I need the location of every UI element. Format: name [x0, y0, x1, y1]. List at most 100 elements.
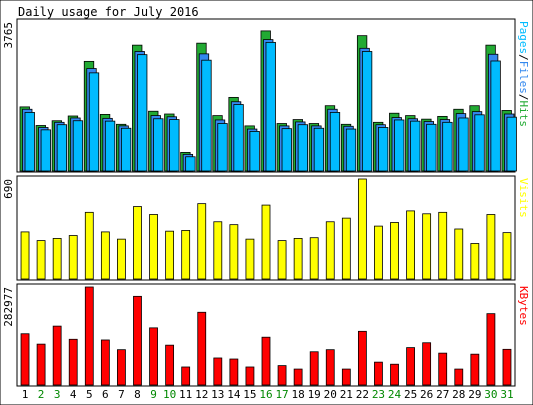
bar-visits-day-1: [20, 231, 30, 280]
day-label-9: 9: [150, 388, 157, 401]
bar-kbytes-day-13: [213, 357, 223, 386]
panel-2: 690 Visits: [2, 175, 530, 281]
bar-pages-day-30: [490, 60, 501, 172]
day-label-10: 10: [163, 388, 176, 401]
bar-kbytes-day-7: [117, 349, 126, 386]
bar-kbytes-day-18: [293, 368, 303, 386]
day-label-28: 28: [452, 388, 465, 401]
bar-pages-day-1: [24, 112, 35, 172]
bar-visits-day-10: [165, 230, 175, 280]
bar-pages-day-12: [201, 59, 212, 172]
bar-pages-day-3: [56, 124, 68, 172]
legend-separator: /: [517, 54, 530, 61]
bar-kbytes-day-19: [309, 351, 319, 386]
legend-separator: /: [517, 94, 530, 101]
bar-visits-day-31: [502, 232, 512, 280]
bar-pages-day-31: [506, 116, 517, 172]
bar-pages-day-18: [297, 124, 308, 172]
legend-panel-1: Pages/Files/Hits: [517, 21, 530, 127]
bar-pages-day-22: [361, 51, 373, 172]
day-label-15: 15: [243, 388, 256, 401]
bar-kbytes-day-4: [68, 338, 78, 386]
y-axis-max-label: 690: [2, 179, 15, 199]
legend-pages: Pages: [517, 21, 530, 54]
bar-visits-day-20: [325, 221, 335, 280]
bar-visits-day-13: [213, 221, 223, 280]
bar-kbytes-day-28: [454, 368, 464, 386]
bar-kbytes-day-14: [229, 358, 239, 386]
legend-kbytes: KBytes: [517, 286, 530, 326]
bar-visits-day-17: [277, 240, 287, 280]
bar-kbytes-day-8: [133, 295, 142, 386]
bar-visits-day-21: [341, 217, 351, 280]
legend-files: Files: [517, 61, 530, 94]
bar-visits-day-27: [438, 211, 448, 280]
bar-kbytes-day-5: [84, 286, 94, 386]
bar-visits-day-24: [390, 222, 399, 280]
legend-panel-2: Visits: [517, 178, 530, 218]
day-label-2: 2: [38, 388, 45, 401]
day-label-6: 6: [102, 388, 109, 401]
bar-kbytes-day-23: [374, 361, 383, 386]
bar-visits-day-5: [84, 211, 94, 280]
chart-title: Daily usage for July 2016: [18, 5, 199, 19]
bar-pages-day-28: [458, 117, 469, 172]
bar-visits-day-26: [422, 213, 432, 280]
bar-visits-day-6: [100, 231, 110, 280]
day-label-19: 19: [308, 388, 321, 401]
bar-kbytes-day-11: [181, 366, 191, 386]
day-label-22: 22: [356, 388, 369, 401]
bar-pages-day-2: [40, 129, 51, 172]
bar-kbytes-day-10: [165, 344, 175, 386]
bar-pages-day-9: [153, 118, 164, 172]
day-label-5: 5: [86, 388, 93, 401]
bar-visits-day-16: [261, 204, 271, 280]
x-axis-day-labels: 1 2 3 4 5 6 7 8 9 10 11 12 13 14 15 16 17 18 19 20 21 22 23 24 2…: [22, 388, 514, 401]
bar-pages-day-11: [185, 156, 196, 172]
bar-pages-day-25: [410, 120, 421, 172]
bar-pages-day-13: [217, 123, 228, 172]
bar-kbytes-day-24: [390, 363, 399, 386]
bar-pages-day-8: [137, 54, 148, 172]
bar-visits-day-18: [293, 238, 303, 280]
bar-kbytes-day-3: [52, 325, 62, 386]
y-axis-max-label: 282977: [2, 287, 15, 327]
day-label-20: 20: [324, 388, 337, 401]
bar-visits-day-19: [309, 237, 319, 280]
bar-visits-day-12: [197, 203, 207, 280]
bar-visits-day-30: [486, 214, 496, 280]
bar-visits-day-9: [149, 214, 158, 280]
bar-pages-day-27: [442, 121, 453, 172]
bar-kbytes-day-20: [325, 349, 335, 386]
panel-3: 282977 KBytes: [2, 283, 530, 387]
bar-pages-day-5: [88, 72, 100, 172]
bar-pages-day-19: [313, 127, 325, 172]
bar-visits-day-15: [245, 238, 255, 280]
bar-kbytes-day-9: [149, 327, 158, 386]
bar-kbytes-day-27: [438, 352, 448, 386]
bar-pages-day-23: [378, 127, 389, 172]
bar-kbytes-day-30: [486, 313, 496, 386]
day-label-3: 3: [54, 388, 61, 401]
bar-kbytes-day-26: [422, 342, 432, 386]
bar-visits-day-8: [133, 206, 142, 280]
bar-visits-day-29: [470, 243, 480, 280]
bar-pages-day-29: [474, 114, 485, 172]
bar-pages-day-17: [281, 128, 292, 172]
bar-pages-day-6: [104, 120, 116, 172]
bar-visits-day-28: [454, 228, 464, 280]
bar-kbytes-day-6: [100, 339, 110, 386]
day-label-29: 29: [468, 388, 481, 401]
bar-visits-day-11: [181, 230, 191, 280]
day-label-14: 14: [227, 388, 241, 401]
bar-visits-day-4: [68, 235, 78, 280]
bar-pages-day-16: [265, 41, 276, 172]
bar-pages-day-10: [169, 119, 180, 172]
bar-kbytes-day-15: [245, 366, 255, 386]
bar-visits-day-23: [374, 225, 383, 280]
bar-kbytes-day-2: [36, 343, 46, 386]
day-label-31: 31: [500, 388, 513, 401]
day-label-17: 17: [275, 388, 288, 401]
bar-kbytes-day-12: [197, 311, 207, 386]
